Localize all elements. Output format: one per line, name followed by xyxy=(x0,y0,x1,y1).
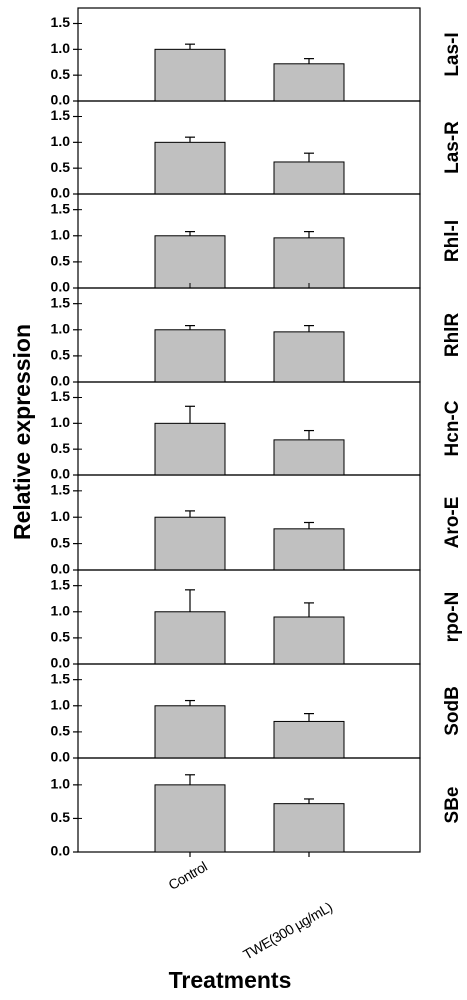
y-tick-label: 0.5 xyxy=(51,347,71,363)
y-tick-label: 1.5 xyxy=(51,576,71,592)
bar-twe xyxy=(273,528,345,571)
panel-frame xyxy=(77,474,421,571)
y-tick-label: 1.5 xyxy=(51,388,71,404)
y-tick-label: 1.0 xyxy=(51,602,71,618)
gene-label: rpo-N xyxy=(442,592,463,643)
bar-twe xyxy=(273,237,345,289)
y-tick-label: 1.5 xyxy=(51,107,71,123)
gene-label: SodB xyxy=(442,686,463,736)
y-tick-label: 1.5 xyxy=(51,200,71,216)
x-category-label: TWE(300 µg/mL) xyxy=(240,899,334,963)
panel-sbe: 0.0 0.5 1.0 SBe xyxy=(51,757,463,859)
y-tick-label: 1.0 xyxy=(51,508,71,524)
panel-las-r: 0.0 0.5 1.0 1.5 Las-R xyxy=(51,100,463,201)
bar-twe xyxy=(273,331,345,383)
gene-label: SBe xyxy=(442,787,463,824)
bar-twe xyxy=(273,720,345,759)
y-tick-label: 1.5 xyxy=(51,14,71,30)
gene-label: Las-R xyxy=(442,121,463,174)
x-axis-label: Treatments xyxy=(169,967,292,993)
bar-twe xyxy=(273,803,345,853)
y-tick-label: 0.5 xyxy=(51,809,71,825)
y-tick-label: 0.0 xyxy=(51,279,71,295)
y-tick-label: 0.5 xyxy=(51,534,71,550)
y-tick-label: 0.5 xyxy=(51,629,71,645)
y-tick-label: 1.0 xyxy=(51,320,71,336)
panel-rhl-i: 0.0 0.5 1.0 1.5 Rhl-I xyxy=(51,193,463,295)
bar-control xyxy=(154,422,226,476)
gene-label: Las-I xyxy=(442,32,463,76)
panel-frame xyxy=(77,193,421,289)
bar-control xyxy=(154,329,226,383)
y-tick-label: 1.0 xyxy=(51,133,71,149)
y-tick-label: 1.0 xyxy=(51,40,71,56)
bar-control xyxy=(154,784,226,853)
y-tick-label: 1.5 xyxy=(51,670,71,686)
y-tick-label: 0.0 xyxy=(51,373,71,389)
bar-twe xyxy=(273,439,345,476)
chart-panels: 0.0 0.5 1.0 1.5 Las-I 0.0 0.5 1.0 1.5 Las-R 0.0 0.5… xyxy=(51,7,463,859)
gene-label: Rhl-I xyxy=(442,220,463,262)
bar-control xyxy=(154,705,226,759)
panel-aro-e: 0.0 0.5 1.0 1.5 Aro-E xyxy=(51,474,463,577)
y-tick-label: 0.5 xyxy=(51,440,71,456)
panel-frame xyxy=(77,287,421,383)
y-tick-label: 0.5 xyxy=(51,723,71,739)
y-tick-label: 1.0 xyxy=(51,696,71,712)
panel-frame xyxy=(77,569,421,665)
panel-frame xyxy=(77,100,421,195)
bar-control xyxy=(154,141,226,195)
bar-twe xyxy=(273,161,345,195)
y-tick-label: 1.0 xyxy=(51,414,71,430)
y-tick-label: 0.0 xyxy=(51,185,71,201)
panel-frame xyxy=(77,757,421,853)
panel-frame xyxy=(77,7,421,102)
y-tick-label: 0.5 xyxy=(51,66,71,82)
y-tick-label: 1.5 xyxy=(51,482,71,498)
bar-control xyxy=(154,235,226,289)
y-axis-label: Relative expression xyxy=(9,324,35,540)
y-tick-label: 0.0 xyxy=(51,749,71,765)
bar-control xyxy=(154,516,226,571)
y-tick-label: 0.0 xyxy=(51,92,71,108)
bar-twe xyxy=(273,63,345,102)
y-tick-label: 0.5 xyxy=(51,159,71,175)
y-tick-label: 0.5 xyxy=(51,253,71,269)
y-tick-label: 1.0 xyxy=(51,776,71,792)
y-tick-label: 0.0 xyxy=(51,561,71,577)
gene-label: Aro-E xyxy=(442,497,463,549)
panel-frame xyxy=(77,663,421,759)
panel-las-i: 0.0 0.5 1.0 1.5 Las-I xyxy=(51,7,463,108)
panel-frame xyxy=(77,381,421,476)
panel-hcn-c: 0.0 0.5 1.0 1.5 Hcn-C xyxy=(51,381,463,482)
gene-label: Hcn-C xyxy=(442,400,463,456)
y-tick-label: 1.0 xyxy=(51,226,71,242)
bar-control xyxy=(154,611,226,665)
y-tick-label: 1.5 xyxy=(51,294,71,310)
bar-twe xyxy=(273,616,345,665)
y-tick-label: 0.0 xyxy=(51,655,71,671)
panel-sodb: 0.0 0.5 1.0 1.5 SodB xyxy=(51,663,463,765)
y-tick-label: 0.0 xyxy=(51,466,71,482)
panel-rpo-n: 0.0 0.5 1.0 1.5 rpo-N xyxy=(51,569,463,671)
bar-control xyxy=(154,48,226,102)
panel-rhlr: 0.0 0.5 1.0 1.5 RhlR xyxy=(51,287,463,389)
gene-label: RhlR xyxy=(442,313,463,358)
x-category-label: Control xyxy=(165,858,209,893)
y-tick-label: 0.0 xyxy=(51,843,71,859)
